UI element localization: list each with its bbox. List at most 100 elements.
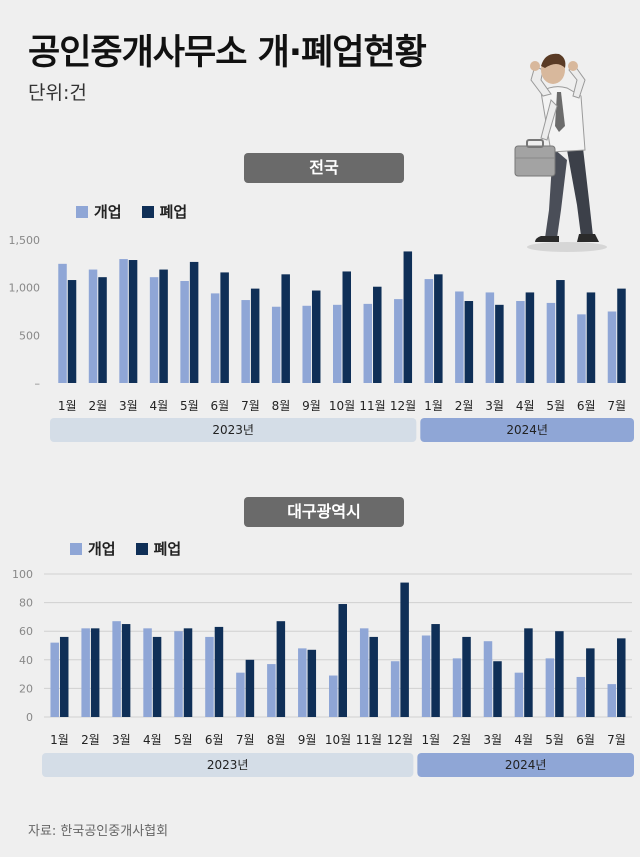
y-tick-label: 60 [19, 625, 33, 638]
stressed-man-illustration [514, 53, 607, 252]
bar-open-1 [50, 642, 59, 717]
x-tick-label: 5월 [546, 399, 565, 413]
bar-open-16 [514, 672, 524, 717]
bar-open-15 [483, 641, 493, 717]
bar-open-18 [577, 314, 586, 383]
bar-open-11 [359, 628, 369, 717]
legend-close-swatch [135, 542, 148, 555]
chart1-legend: 개업 폐업 [76, 201, 201, 222]
bar-close-18 [586, 648, 595, 717]
year-group-label: 2023년 [207, 758, 249, 772]
bar-close-17 [556, 280, 565, 383]
bar-open-1 [58, 263, 67, 383]
bar-close-2 [98, 277, 107, 383]
x-tick-label: 4월 [143, 733, 162, 747]
bar-open-10 [333, 304, 342, 383]
x-tick-label: 4월 [514, 733, 533, 747]
x-tick-label: 7월 [607, 399, 626, 413]
y-tick-label: 1,000 [9, 282, 41, 295]
x-tick-label: 6월 [576, 733, 595, 747]
x-tick-label: 10월 [329, 399, 355, 413]
bar-close-15 [495, 304, 504, 383]
bar-open-10 [329, 675, 338, 717]
bar-close-18 [586, 292, 596, 383]
legend-open-swatch [70, 542, 82, 555]
year-group-bar [417, 753, 634, 777]
bar-close-3 [128, 260, 138, 383]
x-tick-label: 1월 [421, 733, 440, 747]
legend-open-label: 개업 [94, 203, 122, 221]
x-tick-label: 7월 [607, 733, 626, 747]
bar-close-13 [431, 624, 440, 717]
bar-close-16 [524, 628, 533, 717]
bar-close-12 [403, 251, 413, 383]
year-group-bar [50, 418, 417, 442]
x-tick-label: 6월 [577, 399, 596, 413]
bar-open-19 [607, 311, 617, 383]
year-group-bar [42, 753, 414, 777]
bar-open-17 [546, 302, 556, 383]
bar-open-15 [485, 292, 495, 383]
bar-open-7 [241, 300, 250, 383]
bar-close-7 [245, 659, 255, 717]
bar-close-6 [220, 272, 229, 383]
bar-open-12 [390, 661, 400, 717]
bar-open-14 [452, 658, 462, 717]
x-tick-label: 3월 [119, 399, 138, 413]
bar-open-8 [271, 306, 281, 383]
x-tick-label: 2월 [455, 399, 474, 413]
bar-close-14 [464, 301, 474, 383]
legend-close-label: 폐업 [159, 203, 188, 221]
unit-label: 단위:건 [28, 82, 87, 104]
bar-close-17 [555, 631, 564, 717]
chart2-daegu: 0 20 40 60 80 100 1월 2월 3월 4월 5월 6월 7월 8월 9월 10월 11월 12월 1… [12, 568, 634, 777]
y-tick-label: 80 [19, 597, 33, 610]
bar-open-13 [421, 635, 431, 717]
legend-open-swatch [76, 205, 88, 218]
bar-open-2 [88, 269, 98, 383]
chart2-panel-label: 대구광역시 [244, 497, 404, 527]
bar-open-3 [119, 259, 128, 383]
bar-close-19 [617, 288, 626, 383]
year-group-label: 2023년 [212, 423, 254, 437]
bar-open-8 [267, 664, 276, 717]
x-tick-label: 3월 [483, 733, 502, 747]
bar-open-16 [516, 301, 525, 383]
x-tick-label: 1월 [424, 399, 443, 413]
bar-close-15 [493, 661, 502, 717]
source-note: 자료: 한국공인중개사협회 [28, 824, 169, 839]
bar-close-7 [250, 288, 260, 383]
bar-close-8 [276, 621, 286, 717]
bar-close-1 [59, 636, 69, 717]
legend-close-label: 폐업 [153, 540, 182, 558]
x-tick-label: 12월 [387, 733, 413, 747]
year-group-label: 2024년 [506, 423, 548, 437]
bar-close-4 [159, 269, 168, 383]
year-group-bar [420, 418, 634, 442]
bar-close-10 [342, 271, 351, 383]
bar-open-12 [394, 299, 403, 383]
y-tick-label: 20 [19, 682, 33, 695]
bar-close-6 [214, 626, 224, 717]
x-tick-label: 5월 [174, 733, 193, 747]
x-tick-label: 11월 [356, 733, 382, 747]
x-tick-label: 3월 [485, 399, 504, 413]
bar-open-13 [424, 279, 434, 383]
bar-close-11 [373, 286, 382, 383]
bar-close-13 [434, 274, 443, 383]
bar-close-5 [183, 628, 193, 717]
x-tick-label: 4월 [516, 399, 535, 413]
bar-close-1 [67, 280, 77, 383]
x-tick-label: 6월 [205, 733, 224, 747]
bar-close-3 [121, 624, 131, 717]
bar-close-14 [462, 636, 471, 717]
bar-open-6 [210, 293, 220, 383]
y-tick-label: 1,500 [9, 234, 41, 247]
x-tick-label: 2월 [452, 733, 471, 747]
bar-close-8 [281, 274, 290, 383]
bar-open-7 [236, 672, 245, 717]
x-tick-label: 6월 [211, 399, 230, 413]
x-tick-label: 3월 [112, 733, 131, 747]
bar-open-6 [205, 636, 214, 717]
x-tick-label: 12월 [390, 399, 416, 413]
